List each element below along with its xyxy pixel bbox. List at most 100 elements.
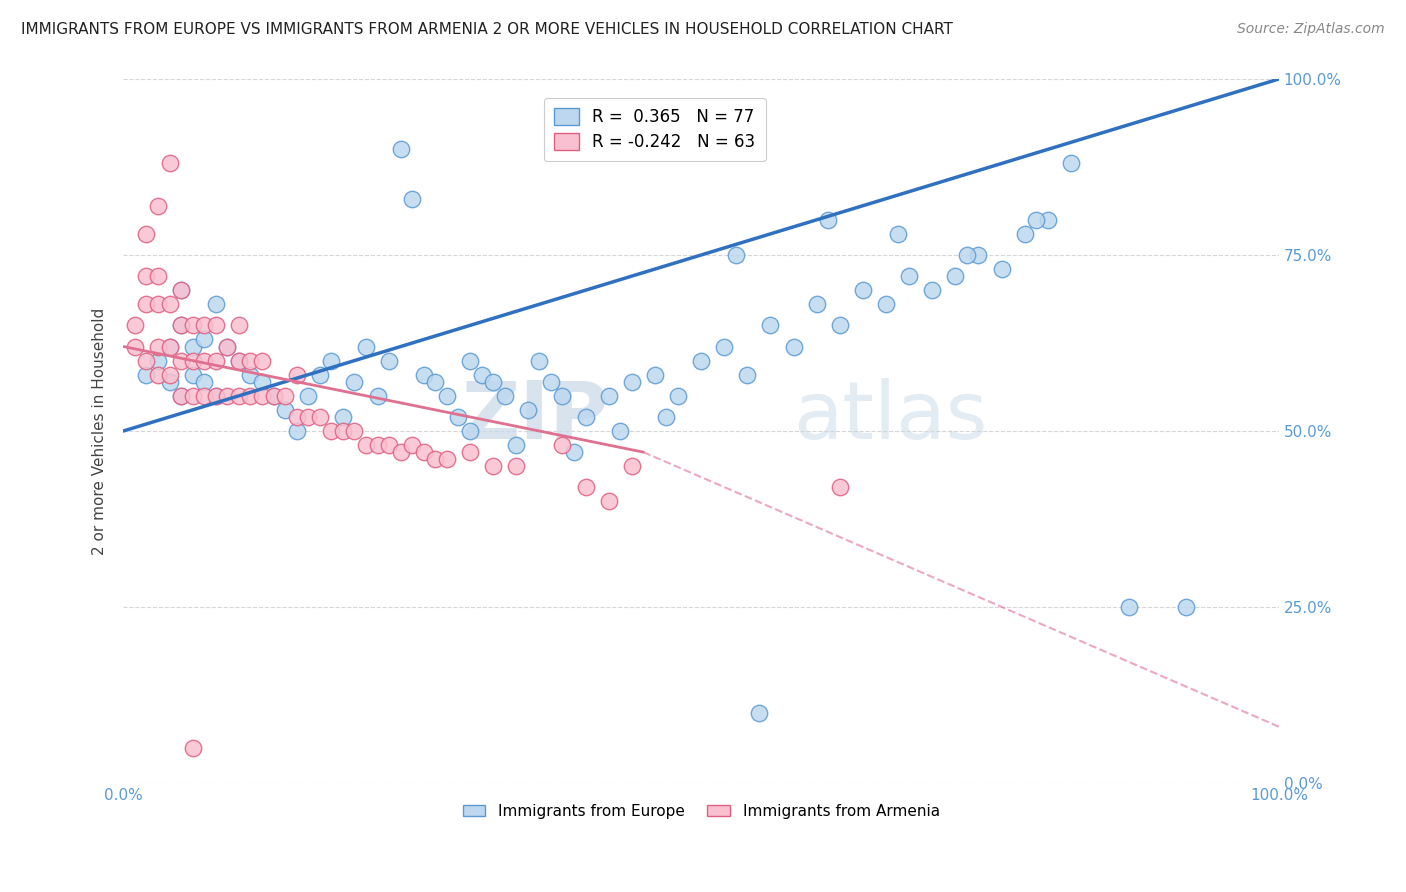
Point [274, 403, 297, 417]
Point [389, 142, 412, 156]
Point [886, 227, 908, 241]
Point [146, 368, 169, 382]
Point [204, 353, 226, 368]
Point [332, 424, 354, 438]
Point [806, 297, 828, 311]
Point [1025, 212, 1047, 227]
Point [170, 283, 193, 297]
Point [644, 368, 666, 382]
Point [308, 409, 330, 424]
Point [574, 480, 596, 494]
Point [713, 339, 735, 353]
Point [551, 389, 574, 403]
Point [494, 389, 516, 403]
Point [228, 353, 250, 368]
Point [852, 283, 875, 297]
Point [412, 445, 434, 459]
Point [159, 368, 181, 382]
Point [378, 353, 401, 368]
Point [505, 459, 527, 474]
Point [170, 389, 193, 403]
Point [458, 353, 481, 368]
Point [146, 297, 169, 311]
Point [321, 424, 343, 438]
Point [135, 297, 157, 311]
Point [170, 318, 193, 333]
Point [297, 409, 319, 424]
Point [239, 353, 262, 368]
Point [1060, 156, 1083, 170]
Point [228, 318, 250, 333]
Point [436, 389, 458, 403]
Point [724, 248, 747, 262]
Point [170, 353, 193, 368]
Point [436, 452, 458, 467]
Point [425, 452, 447, 467]
Point [458, 445, 481, 459]
Point [250, 389, 273, 403]
Text: Source: ZipAtlas.com: Source: ZipAtlas.com [1237, 22, 1385, 37]
Point [737, 368, 759, 382]
Point [181, 740, 204, 755]
Point [574, 409, 596, 424]
Point [354, 339, 377, 353]
Point [217, 339, 239, 353]
Point [343, 375, 366, 389]
Point [285, 424, 308, 438]
Point [250, 353, 273, 368]
Point [204, 297, 226, 311]
Point [1175, 600, 1198, 615]
Point [470, 368, 492, 382]
Point [193, 375, 215, 389]
Point [943, 269, 966, 284]
Point [181, 389, 204, 403]
Point [159, 339, 181, 353]
Point [828, 318, 851, 333]
Point [551, 438, 574, 452]
Point [170, 283, 193, 297]
Point [146, 353, 169, 368]
Point [540, 375, 562, 389]
Point [562, 445, 585, 459]
Text: atlas: atlas [793, 378, 988, 456]
Legend: Immigrants from Europe, Immigrants from Armenia: Immigrants from Europe, Immigrants from … [457, 797, 946, 825]
Point [204, 318, 226, 333]
Point [620, 459, 643, 474]
Point [367, 389, 389, 403]
Point [482, 375, 505, 389]
Point [620, 375, 643, 389]
Point [274, 389, 297, 403]
Point [367, 438, 389, 452]
Point [967, 248, 990, 262]
Point [135, 227, 157, 241]
Point [956, 248, 979, 262]
Point [389, 445, 412, 459]
Point [343, 424, 366, 438]
Point [135, 368, 157, 382]
Point [609, 424, 631, 438]
Point [239, 368, 262, 382]
Point [598, 494, 620, 508]
Point [759, 318, 782, 333]
Point [159, 339, 181, 353]
Point [321, 353, 343, 368]
Point [817, 212, 839, 227]
Point [598, 389, 620, 403]
Point [263, 389, 285, 403]
Point [263, 389, 285, 403]
Point [516, 403, 538, 417]
Point [124, 339, 146, 353]
Point [401, 438, 423, 452]
Point [297, 389, 319, 403]
Point [447, 409, 470, 424]
Point [146, 339, 169, 353]
Point [146, 199, 169, 213]
Point [181, 353, 204, 368]
Text: IMMIGRANTS FROM EUROPE VS IMMIGRANTS FROM ARMENIA 2 OR MORE VEHICLES IN HOUSEHOL: IMMIGRANTS FROM EUROPE VS IMMIGRANTS FRO… [21, 22, 953, 37]
Point [181, 339, 204, 353]
Point [332, 409, 354, 424]
Point [228, 389, 250, 403]
Point [181, 318, 204, 333]
Point [1036, 212, 1059, 227]
Point [1118, 600, 1140, 615]
